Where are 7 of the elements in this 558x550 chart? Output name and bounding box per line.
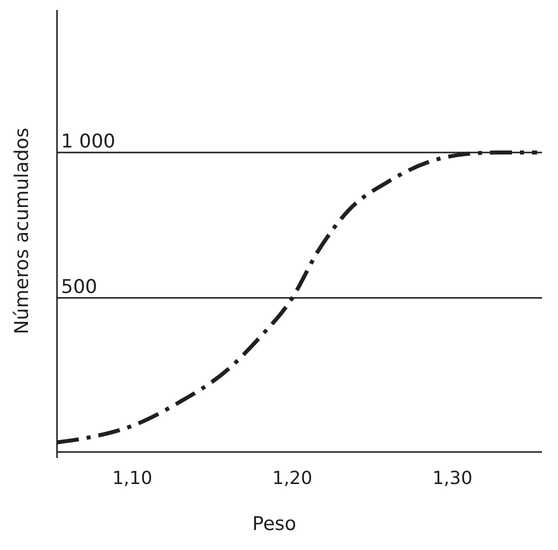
y-tick-label: 1 000 [61,130,116,152]
x-tick-label: 1,10 [112,468,152,489]
y-axis-title: Números acumulados [11,128,33,334]
x-tick-label: 1,20 [272,468,312,489]
y-tick-label: 500 [61,276,98,298]
x-tick-label: 1,30 [432,468,472,489]
x-axis-title: Peso [252,513,296,535]
